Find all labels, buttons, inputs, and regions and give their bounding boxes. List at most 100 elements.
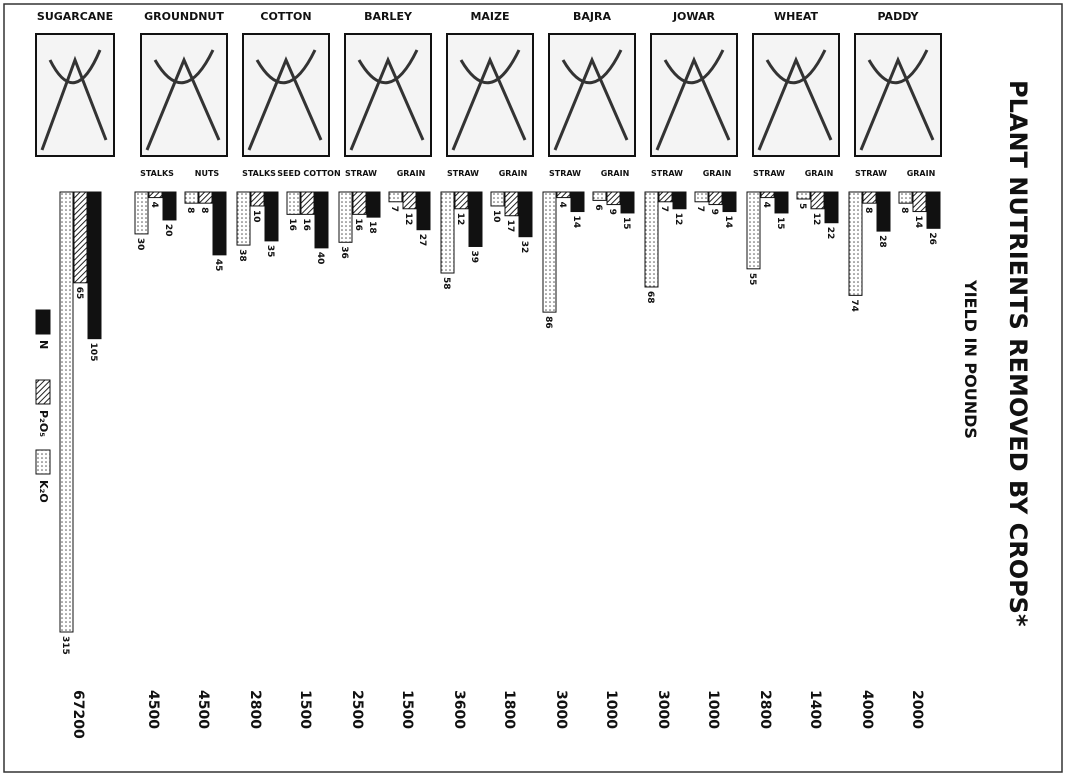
part-label: STALKS bbox=[242, 169, 276, 178]
part-label: STRAW bbox=[345, 169, 377, 178]
crop-name: SUGARCANE bbox=[37, 10, 113, 23]
part-label: STRAW bbox=[651, 169, 683, 178]
crop-picture bbox=[752, 33, 840, 157]
crop-name: MAIZE bbox=[470, 10, 509, 23]
bar bbox=[212, 191, 227, 256]
value-label: 35 bbox=[265, 245, 275, 258]
part-label: STRAW bbox=[549, 169, 581, 178]
value-label: 45 bbox=[213, 259, 223, 272]
bar bbox=[134, 191, 149, 235]
yield-label: 3000 bbox=[553, 690, 569, 729]
bar bbox=[440, 191, 455, 274]
bar bbox=[314, 191, 329, 249]
bar bbox=[774, 191, 789, 214]
bar bbox=[366, 191, 381, 218]
crop-sketch bbox=[655, 49, 731, 151]
part-label: GRAIN bbox=[703, 169, 732, 178]
value-label: 9 bbox=[607, 209, 617, 215]
part-label: NUTS bbox=[195, 169, 220, 178]
value-label: 58 bbox=[441, 277, 451, 290]
bar bbox=[388, 191, 403, 203]
chart-subtitle: YIELD IN POUNDS bbox=[961, 279, 980, 439]
crop-name: BAJRA bbox=[573, 10, 611, 23]
yield-label: 1000 bbox=[705, 690, 721, 729]
value-label: 12 bbox=[455, 213, 465, 226]
legend-swatch bbox=[35, 379, 51, 405]
bar bbox=[570, 191, 585, 213]
value-label: 74 bbox=[849, 299, 859, 312]
bar bbox=[59, 191, 74, 633]
part-label: STALKS bbox=[140, 169, 174, 178]
value-label: 86 bbox=[543, 316, 553, 329]
value-label: 315 bbox=[60, 636, 70, 655]
value-label: 17 bbox=[505, 220, 515, 233]
chart-title: PLANT NUTRIENTS REMOVED BY CROPS* bbox=[1004, 80, 1032, 627]
crop-name: JOWAR bbox=[672, 10, 716, 23]
value-label: 7 bbox=[695, 206, 705, 212]
yield-label: 4500 bbox=[145, 690, 161, 729]
yield-label: 4500 bbox=[195, 690, 211, 729]
crop-sketch bbox=[40, 49, 108, 151]
bar bbox=[184, 191, 199, 204]
crop-name: COTTON bbox=[260, 10, 311, 23]
value-label: 26 bbox=[927, 232, 937, 245]
value-label: 12 bbox=[811, 213, 821, 226]
value-label: 16 bbox=[287, 218, 297, 231]
value-label: 8 bbox=[185, 207, 195, 213]
value-label: 15 bbox=[775, 217, 785, 230]
bar bbox=[796, 191, 811, 200]
value-label: 14 bbox=[913, 216, 923, 229]
value-label: 65 bbox=[74, 287, 84, 300]
value-label: 105 bbox=[88, 343, 98, 362]
crop-sketch bbox=[145, 49, 221, 151]
value-label: 6 bbox=[593, 204, 603, 210]
crop-sketch bbox=[859, 49, 935, 151]
value-label: 68 bbox=[645, 291, 655, 304]
bar bbox=[876, 191, 891, 232]
crop-picture bbox=[35, 33, 115, 157]
part-label: GRAIN bbox=[499, 169, 528, 178]
bar bbox=[300, 191, 315, 215]
bar bbox=[286, 191, 301, 215]
value-label: 18 bbox=[367, 221, 377, 234]
crop-name: BARLEY bbox=[364, 10, 413, 23]
crop-sketch bbox=[247, 49, 323, 151]
value-label: 20 bbox=[163, 224, 173, 237]
bar bbox=[926, 191, 941, 229]
legend-swatch bbox=[35, 309, 51, 335]
bar bbox=[722, 191, 737, 213]
value-label: 12 bbox=[673, 213, 683, 226]
part-label: STRAW bbox=[855, 169, 887, 178]
crop-sketch bbox=[553, 49, 629, 151]
crop-picture bbox=[344, 33, 432, 157]
crop-picture bbox=[446, 33, 534, 157]
bar bbox=[402, 191, 417, 210]
value-label: 14 bbox=[571, 216, 581, 229]
value-label: 40 bbox=[315, 252, 325, 265]
value-label: 8 bbox=[899, 207, 909, 213]
crop-name: GROUNDNUT bbox=[144, 10, 224, 23]
yield-label: 67200 bbox=[70, 690, 86, 739]
part-label: GRAIN bbox=[805, 169, 834, 178]
part-label: GRAIN bbox=[907, 169, 936, 178]
bar bbox=[848, 191, 863, 296]
value-label: 14 bbox=[723, 216, 733, 229]
bar bbox=[658, 191, 673, 203]
value-label: 5 bbox=[797, 203, 807, 209]
bar bbox=[250, 191, 265, 207]
bar bbox=[862, 191, 877, 204]
crop-picture bbox=[650, 33, 738, 157]
value-label: 15 bbox=[621, 217, 631, 230]
crop-sketch bbox=[757, 49, 833, 151]
bar bbox=[352, 191, 367, 215]
yield-label: 2800 bbox=[757, 690, 773, 729]
value-label: 30 bbox=[135, 238, 145, 251]
crop-picture bbox=[854, 33, 942, 157]
bar bbox=[620, 191, 635, 214]
bar bbox=[708, 191, 723, 206]
bar bbox=[760, 191, 775, 199]
bar bbox=[606, 191, 621, 206]
bar bbox=[198, 191, 213, 204]
yield-label: 1500 bbox=[297, 690, 313, 729]
value-label: 4 bbox=[557, 202, 567, 208]
